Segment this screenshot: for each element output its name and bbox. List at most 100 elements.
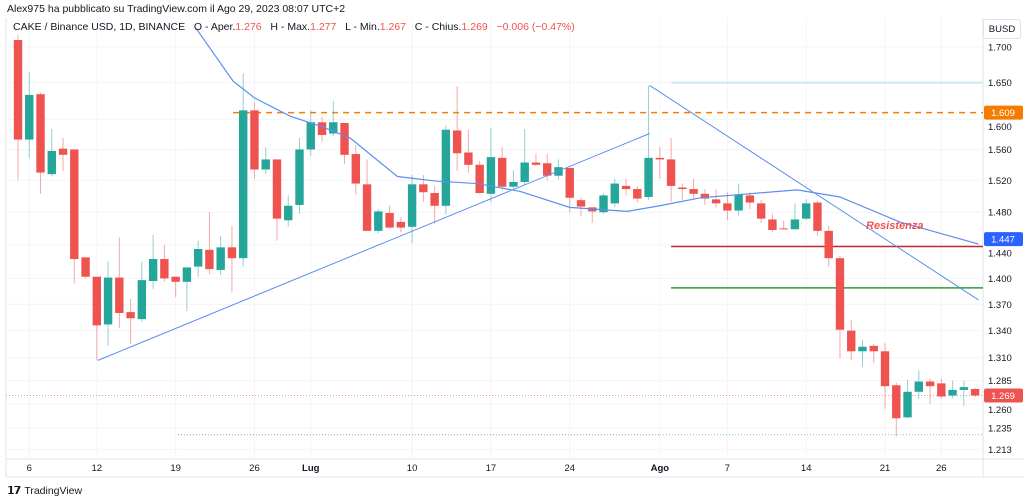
candle-body [295,149,304,205]
candle [25,71,34,158]
candle-body [182,267,192,282]
candle-body [92,276,102,326]
candle [92,276,102,361]
time-tick-label: 14 [801,463,812,474]
candle [790,203,800,231]
price-tags: 1.609 1.447 1.269 [984,105,1023,403]
candle [937,378,946,399]
last-price-tag-bg [984,388,1023,403]
candle [441,125,451,215]
candle [126,299,135,345]
candle [182,267,192,312]
candle [858,339,867,367]
low-label: L - Min. [345,21,380,33]
candle-body [81,257,90,277]
candle-body [317,122,327,136]
candle-body [565,167,574,198]
candle-body [396,221,406,228]
candle-body [520,162,529,182]
time-axis[interactable]: 6 12 19 26 Lug 10 17 24 Ago 7 14 21 26 [27,463,947,474]
candle [317,117,327,142]
orange-level-price-tag: 1.609 [991,108,1015,119]
candle [520,128,529,186]
candle [430,185,439,224]
candle [565,167,574,213]
candle-body [407,184,417,227]
candle-body [497,157,507,187]
candle-body [869,345,878,352]
candle-body [847,330,856,352]
price-tick-label: 1.260 [988,405,1012,416]
candle [407,174,417,244]
ascending-trendline[interactable] [97,133,650,361]
candle-body [58,148,68,155]
symbol-title[interactable]: CAKE / Binance USD, 1D, BINANCE [13,21,186,33]
candle-body [655,157,665,160]
brand-name[interactable]: TradingView [24,484,83,497]
candle-body [115,277,124,313]
candle [47,128,56,177]
descending-trendline[interactable] [649,85,979,301]
candle-body [239,110,248,259]
candle-body [351,154,360,184]
grid [5,18,1024,478]
candle [36,92,45,194]
candle-body [700,193,710,199]
time-tick-label: 7 [725,463,730,474]
moving-average-line [195,27,979,245]
candle-body [13,40,23,140]
candle [193,240,203,277]
candle-body [25,94,34,140]
candle-body [621,185,631,190]
price-tick-label: 1.700 [988,43,1012,54]
price-tick-label: 1.310 [988,353,1012,364]
candle-body [250,110,259,170]
candle-body [126,312,135,319]
candle [475,160,484,194]
candle [948,380,957,399]
candle [340,122,349,165]
low-value: 1.267 [379,21,407,33]
candle [385,205,394,229]
candle-body [531,162,541,165]
price-tick-label: 1.600 [988,122,1012,133]
candle [847,320,856,361]
candle [464,129,473,173]
price-tick-label: 1.340 [988,326,1012,337]
candle-body [768,219,777,231]
resistance-label[interactable]: Resistenza [866,220,923,232]
candle [497,147,507,191]
candle [655,147,665,179]
candle-body [216,247,225,270]
candle-body [756,203,766,219]
candle-body [745,195,755,203]
candle-body [171,276,180,282]
candle [227,225,237,293]
candle [58,138,68,172]
candle-body [227,247,237,259]
price-axis[interactable]: 1.700 1.650 1.600 1.560 1.520 1.480 1.440 1.400… [988,43,1012,456]
price-tick-label: 1.560 [988,145,1012,156]
candle [452,86,462,172]
candle-body [914,381,923,392]
candle [374,208,383,234]
candle-body [948,389,957,396]
candle [509,170,518,190]
candle [892,382,901,437]
candle [813,200,822,236]
candle-body [148,259,158,281]
candle [689,178,698,199]
trendlines [97,27,979,361]
candle [295,138,304,214]
candle-body [430,193,439,206]
candle-body [509,181,518,187]
candle [216,235,225,276]
candle-body [644,157,653,197]
close-label: C - Chius. [414,21,462,33]
candle [329,100,338,137]
candle [599,193,608,214]
time-tick-label: 6 [27,463,32,474]
currency-button[interactable]: BUSD [983,19,1021,39]
candle [396,217,406,233]
